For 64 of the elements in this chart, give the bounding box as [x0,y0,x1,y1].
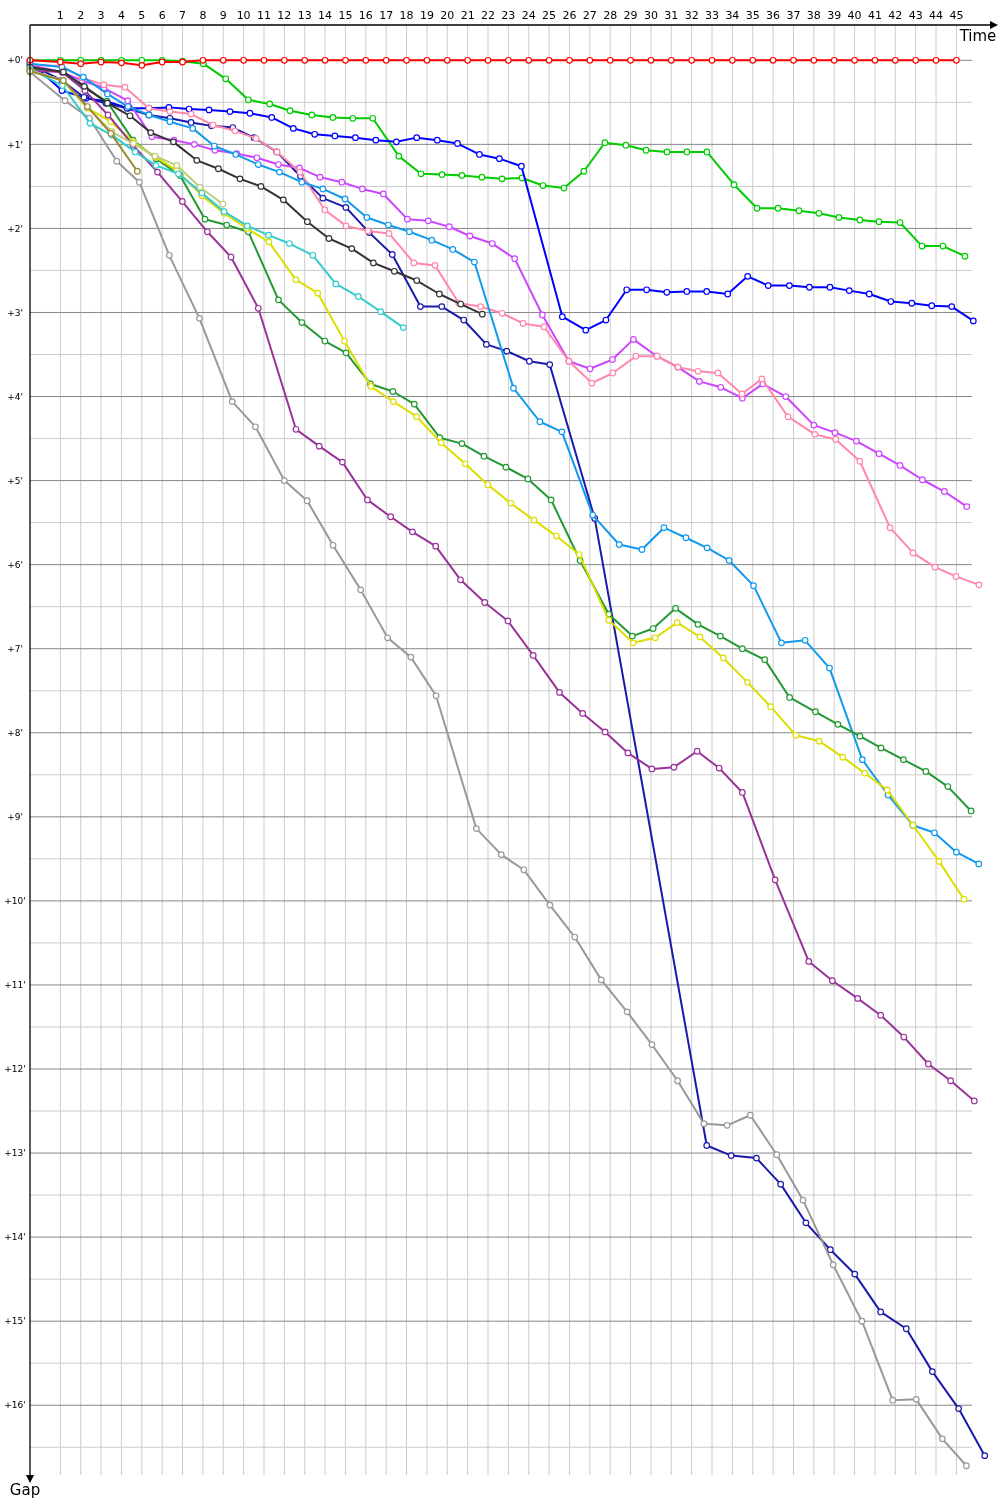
y-tick-label: +1' [7,139,23,150]
x-tick-label: 8 [199,9,207,22]
x-tick-label: 4 [117,9,125,22]
x-tick-label: 25 [542,9,557,22]
x-tick-label: 19 [419,9,434,22]
y-tick-label: +16' [4,1400,26,1411]
x-tick-label: 36 [766,9,781,22]
x-tick-label: 40 [847,9,862,22]
x-tick-label: 42 [888,9,903,22]
x-tick-label: 45 [949,9,964,22]
x-tick-label: 44 [929,9,944,22]
y-tick-label: +0' [7,55,23,66]
x-tick-label: 41 [867,9,882,22]
x-tick-label: 13 [297,9,312,22]
x-tick-label: 26 [562,9,577,22]
y-tick-label: +2' [7,223,23,234]
x-tick-label: 35 [745,9,760,22]
x-tick-label: 10 [236,9,251,22]
x-tick-label: 20 [440,9,455,22]
x-tick-label: 3 [97,9,105,22]
y-tick-label: +5' [7,475,23,486]
x-tick-label: 37 [786,9,801,22]
x-tick-label: 15 [338,9,353,22]
x-tick-label: 33 [705,9,720,22]
x-tick-label: 30 [643,9,658,22]
x-tick-label: 2 [77,9,85,22]
x-tick-label: 17 [379,9,394,22]
x-tick-label: 29 [623,9,638,22]
x-tick-label: 31 [664,9,679,22]
y-tick-label: +13' [4,1148,26,1159]
y-tick-label: +12' [4,1064,26,1075]
x-tick-label: 23 [501,9,516,22]
x-tick-label: 6 [158,9,166,22]
y-tick-label: +11' [4,980,26,991]
x-axis-title: Time [958,27,997,45]
x-tick-label: 1 [56,9,64,22]
x-tick-label: 21 [460,9,475,22]
x-tick-label: 5 [138,9,146,22]
x-tick-label: 9 [219,9,227,22]
x-tick-label: 39 [827,9,842,22]
y-tick-label: +9' [7,811,23,822]
x-tick-label: 34 [725,9,740,22]
y-tick-label: +14' [4,1232,26,1243]
y-tick-label: +7' [7,643,23,654]
y-tick-label: +3' [7,307,23,318]
x-tick-label: 14 [318,9,333,22]
x-tick-label: 18 [399,9,414,22]
x-tick-label: 27 [582,9,597,22]
y-tick-label: +10' [4,896,26,907]
x-tick-label: 11 [256,9,271,22]
x-tick-label: 32 [684,9,699,22]
x-tick-label: 16 [358,9,373,22]
x-tick-label: 43 [908,9,923,22]
x-tick-label: 24 [521,9,536,22]
y-tick-label: +15' [4,1316,26,1327]
x-tick-label: 22 [481,9,496,22]
y-tick-label: +6' [7,559,23,570]
x-tick-label: 12 [277,9,292,22]
y-axis-title: Gap [9,1481,41,1499]
x-tick-label: 38 [806,9,821,22]
x-tick-label: 28 [603,9,618,22]
y-tick-label: +8' [7,727,23,738]
x-tick-label: 7 [179,9,187,22]
y-tick-label: +4' [7,391,23,402]
